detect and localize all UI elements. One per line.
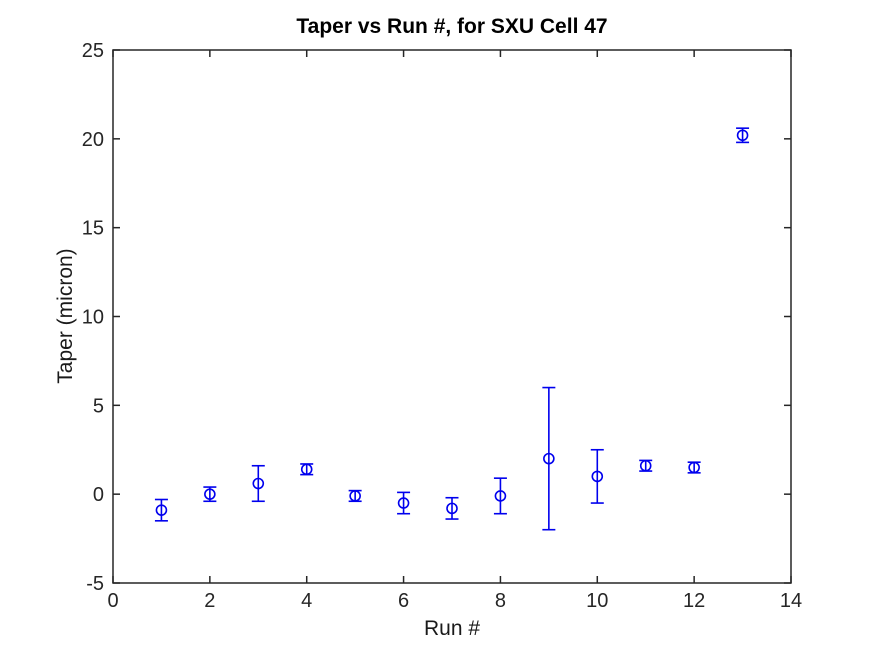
data-point-marker: [397, 497, 410, 509]
x-tick-label: 6: [398, 590, 409, 612]
data-point-marker: [688, 461, 700, 474]
data-point-marker: [446, 502, 458, 515]
x-tick-label: 8: [495, 590, 506, 612]
x-tick-label: 4: [301, 590, 312, 612]
x-axis-label: Run #: [423, 617, 481, 640]
chart-title: Taper vs Run #, for SXU Cell 47: [296, 15, 608, 38]
y-tick-label: 10: [82, 307, 104, 329]
y-tick-label: -5: [86, 573, 104, 595]
data-point-marker: [300, 463, 313, 476]
y-tick-label: 0: [93, 484, 104, 506]
data-point-marker: [155, 504, 168, 516]
y-tick-label: 15: [82, 218, 104, 240]
y-tick-label: 25: [82, 40, 104, 62]
data-point-marker: [543, 452, 555, 465]
data-point-marker: [349, 490, 361, 502]
data-point-marker: [204, 488, 216, 500]
y-tick-label: 5: [93, 395, 104, 417]
x-tick-label: 0: [107, 590, 118, 612]
x-tick-label: 2: [204, 590, 215, 612]
x-tick-label: 14: [780, 590, 802, 612]
data-point-marker: [639, 459, 652, 472]
data-point-marker: [591, 470, 604, 483]
y-tick-label: 20: [82, 129, 104, 151]
data-point-marker: [252, 477, 265, 490]
data-point-marker: [736, 129, 749, 142]
x-tick-label: 12: [683, 590, 705, 612]
x-tick-label: 10: [586, 590, 608, 612]
data-point-marker: [494, 490, 507, 502]
